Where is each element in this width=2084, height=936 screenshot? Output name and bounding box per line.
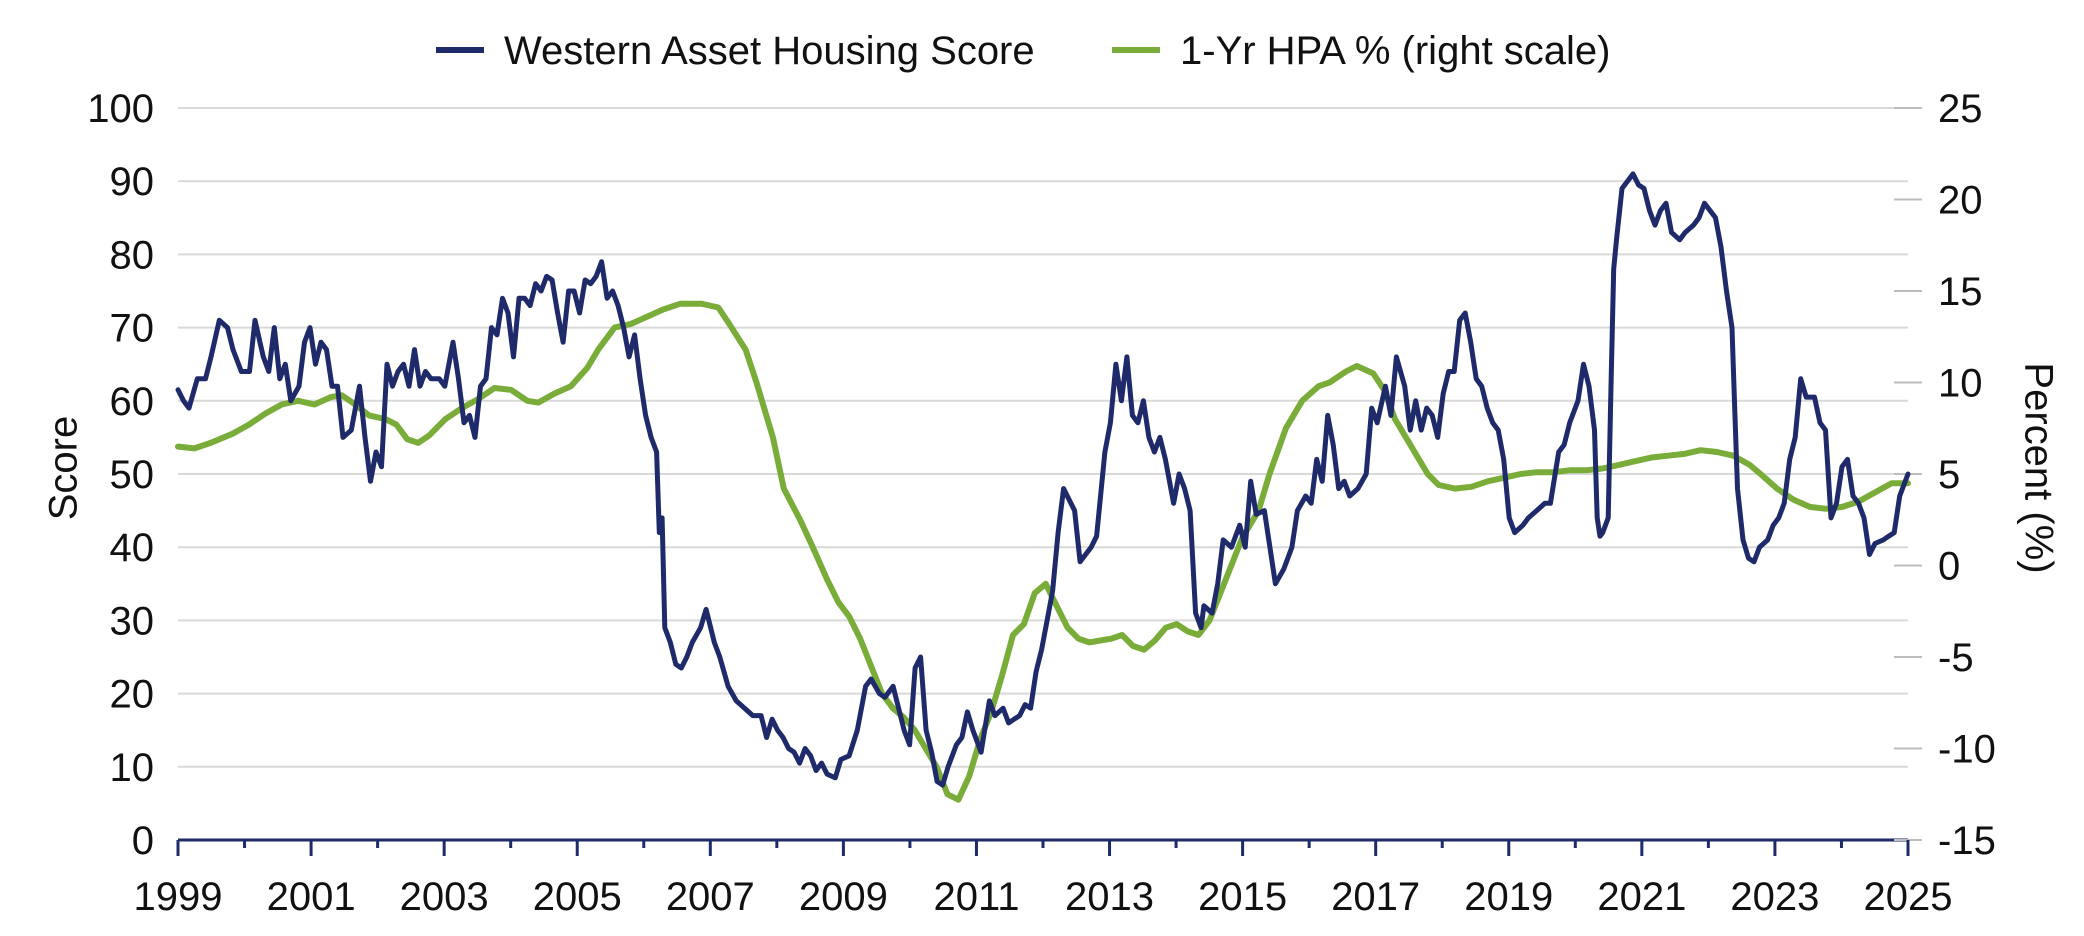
x-tick-label: 2003: [400, 875, 489, 919]
series-layer: [175, 171, 1911, 803]
x-tick-label: 2005: [533, 875, 622, 919]
y-left-ticks: 0 10 20 30 40 50 60 70 80 90 100: [87, 87, 154, 863]
x-tick-label: 2013: [1065, 875, 1154, 919]
x-tick-label: 2017: [1331, 875, 1420, 919]
y-left-tick-label: 100: [87, 87, 154, 131]
gridlines: [178, 107, 1908, 841]
y-right-tick-label: 25: [1938, 87, 1983, 131]
legend-label-housing-score: Western Asset Housing Score: [504, 29, 1035, 73]
series-line-housing-score: [175, 171, 1911, 788]
legend: Western Asset Housing Score 1-Yr HPA % (…: [436, 29, 1611, 73]
x-tick-label: 2021: [1597, 875, 1686, 919]
y-left-tick-label: 30: [110, 599, 155, 643]
y-left-tick-label: 90: [110, 160, 155, 204]
x-tick-label: 1999: [134, 875, 223, 919]
x-tick-label: 2011: [933, 875, 1019, 919]
y-left-tick-label: 10: [110, 746, 155, 790]
y-right-tick-label: -15: [1938, 819, 1996, 863]
y-right-tick-label: 15: [1938, 270, 1983, 314]
y-right-tick-label: -5: [1938, 636, 1974, 680]
x-ticks: 1999 2001 2003 2005 2007 2009 2011 2013 2015 2017…: [134, 840, 1953, 919]
y-right-tick-label: -10: [1938, 728, 1996, 772]
y-left-tick-label: 60: [110, 380, 155, 424]
y-right-tick-label: 0: [1938, 545, 1960, 589]
x-tick-label: 2025: [1864, 875, 1953, 919]
x-tick-label: 2015: [1198, 875, 1287, 919]
x-tick-label: 2023: [1730, 875, 1819, 919]
y-left-tick-label: 50: [110, 453, 155, 497]
y-left-tick-label: 80: [110, 233, 155, 277]
x-tick-label: 2019: [1464, 875, 1553, 919]
y-left-tick-label: 40: [110, 526, 155, 570]
x-tick-label: 2007: [666, 875, 755, 919]
y-left-tick-label: 20: [110, 673, 155, 717]
y-right-axis-title: Percent (%): [2016, 362, 2060, 573]
legend-label-hpa: 1-Yr HPA % (right scale): [1180, 29, 1611, 73]
y-left-axis-title: Score: [42, 416, 86, 521]
y-left-tick-label: 0: [132, 819, 154, 863]
y-right-tick-label: 5: [1938, 453, 1960, 497]
x-tick-label: 2001: [267, 875, 356, 919]
x-tick-label: 2009: [799, 875, 888, 919]
y-left-tick-label: 70: [110, 307, 155, 351]
series-line-hpa: [175, 300, 1911, 803]
y-right-tick-label: 10: [1938, 362, 1983, 406]
y-right-tick-label: 20: [1938, 179, 1983, 223]
